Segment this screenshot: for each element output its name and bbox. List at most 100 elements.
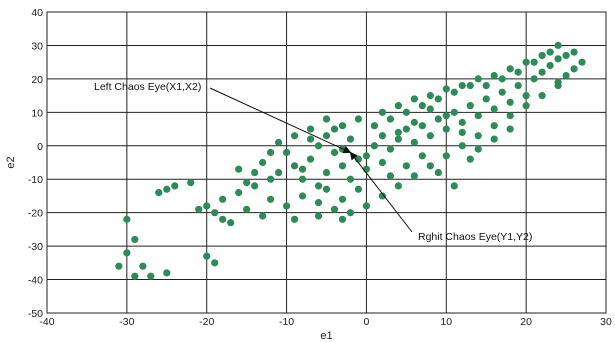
data-point bbox=[187, 178, 195, 187]
data-point bbox=[290, 132, 299, 140]
y-tick-label: -10 bbox=[28, 174, 43, 186]
data-point bbox=[370, 142, 379, 150]
y-tick-label: 30 bbox=[31, 40, 43, 52]
data-point bbox=[490, 135, 498, 143]
data-point bbox=[314, 199, 323, 207]
data-point bbox=[442, 112, 450, 120]
data-point bbox=[346, 175, 355, 183]
data-point bbox=[530, 58, 538, 66]
data-point bbox=[410, 138, 418, 147]
data-point bbox=[322, 168, 331, 177]
data-point bbox=[259, 158, 267, 167]
data-point bbox=[482, 95, 490, 103]
data-point bbox=[522, 92, 530, 100]
data-point bbox=[490, 71, 498, 80]
y-tick-label: 10 bbox=[31, 107, 43, 119]
data-point bbox=[402, 125, 410, 133]
x-tick-label: -40 bbox=[39, 316, 54, 328]
data-point bbox=[123, 215, 131, 223]
y-tick-label: -50 bbox=[28, 308, 43, 320]
data-point bbox=[322, 115, 331, 123]
data-point bbox=[378, 158, 386, 167]
data-point bbox=[306, 135, 315, 143]
data-point bbox=[386, 145, 394, 153]
data-point bbox=[298, 175, 307, 183]
data-point bbox=[282, 148, 291, 157]
data-point bbox=[490, 105, 498, 113]
data-point bbox=[466, 102, 474, 110]
data-point bbox=[394, 135, 402, 143]
data-point bbox=[322, 132, 331, 140]
data-point bbox=[155, 189, 163, 197]
data-point bbox=[338, 122, 347, 130]
data-point bbox=[243, 178, 251, 187]
data-point bbox=[322, 185, 331, 193]
data-point bbox=[538, 92, 546, 100]
data-point bbox=[195, 205, 203, 213]
data-point bbox=[338, 215, 347, 223]
data-point bbox=[267, 175, 275, 183]
data-point bbox=[458, 142, 466, 150]
data-point bbox=[274, 138, 283, 147]
annotations: Left Chaos Eye(X1,X2) Rghit Chaos Eye(Y1,… bbox=[94, 81, 532, 243]
y-tick-label: -20 bbox=[28, 208, 43, 220]
data-point bbox=[346, 135, 355, 143]
data-point bbox=[506, 98, 514, 106]
data-point bbox=[402, 108, 410, 116]
data-point bbox=[306, 125, 315, 133]
data-point bbox=[282, 202, 291, 210]
data-point bbox=[498, 88, 506, 96]
data-point bbox=[298, 192, 307, 200]
data-point bbox=[570, 65, 578, 73]
data-point bbox=[139, 262, 147, 270]
y-axis-label: e2 bbox=[5, 156, 17, 168]
data-point bbox=[474, 112, 482, 120]
y-tick-label: -30 bbox=[28, 241, 43, 253]
annotation-label: Left Chaos Eye(X1,X2) bbox=[94, 81, 201, 93]
data-point bbox=[235, 165, 243, 173]
data-point bbox=[219, 195, 227, 203]
annotation-label: Rghit Chaos Eye(Y1,Y2) bbox=[418, 231, 532, 243]
data-point bbox=[434, 95, 442, 103]
data-point bbox=[522, 58, 530, 66]
gridlines bbox=[46, 11, 607, 314]
data-point bbox=[562, 71, 570, 80]
data-point bbox=[267, 195, 275, 203]
data-point bbox=[506, 112, 514, 120]
data-point bbox=[418, 152, 426, 160]
data-point bbox=[259, 212, 267, 220]
data-point bbox=[474, 132, 482, 140]
annotation-arrow bbox=[209, 87, 352, 154]
data-point bbox=[147, 272, 155, 280]
data-point bbox=[346, 209, 355, 217]
data-point bbox=[243, 205, 251, 213]
data-point bbox=[554, 41, 562, 50]
data-point bbox=[211, 259, 219, 267]
data-point bbox=[227, 219, 235, 227]
data-point bbox=[386, 172, 394, 180]
data-point bbox=[123, 249, 131, 257]
data-point bbox=[354, 185, 363, 193]
data-point bbox=[530, 75, 538, 83]
data-point bbox=[394, 102, 402, 110]
data-point bbox=[298, 165, 307, 173]
data-point bbox=[267, 148, 275, 157]
data-point bbox=[386, 115, 394, 123]
data-point bbox=[506, 65, 514, 73]
plot-area bbox=[46, 11, 607, 314]
data-point bbox=[514, 68, 522, 76]
y-tick-label: 40 bbox=[31, 7, 43, 19]
data-point bbox=[163, 269, 171, 277]
data-point bbox=[211, 209, 219, 217]
x-tick-label: 0 bbox=[364, 316, 370, 328]
data-point bbox=[474, 75, 482, 83]
data-point bbox=[466, 155, 474, 163]
data-point bbox=[274, 168, 283, 177]
data-point bbox=[442, 125, 450, 133]
data-point bbox=[562, 51, 570, 60]
data-point bbox=[538, 68, 546, 76]
data-point bbox=[235, 189, 243, 197]
data-point bbox=[450, 182, 458, 190]
data-points bbox=[115, 41, 586, 280]
data-point bbox=[402, 162, 410, 170]
